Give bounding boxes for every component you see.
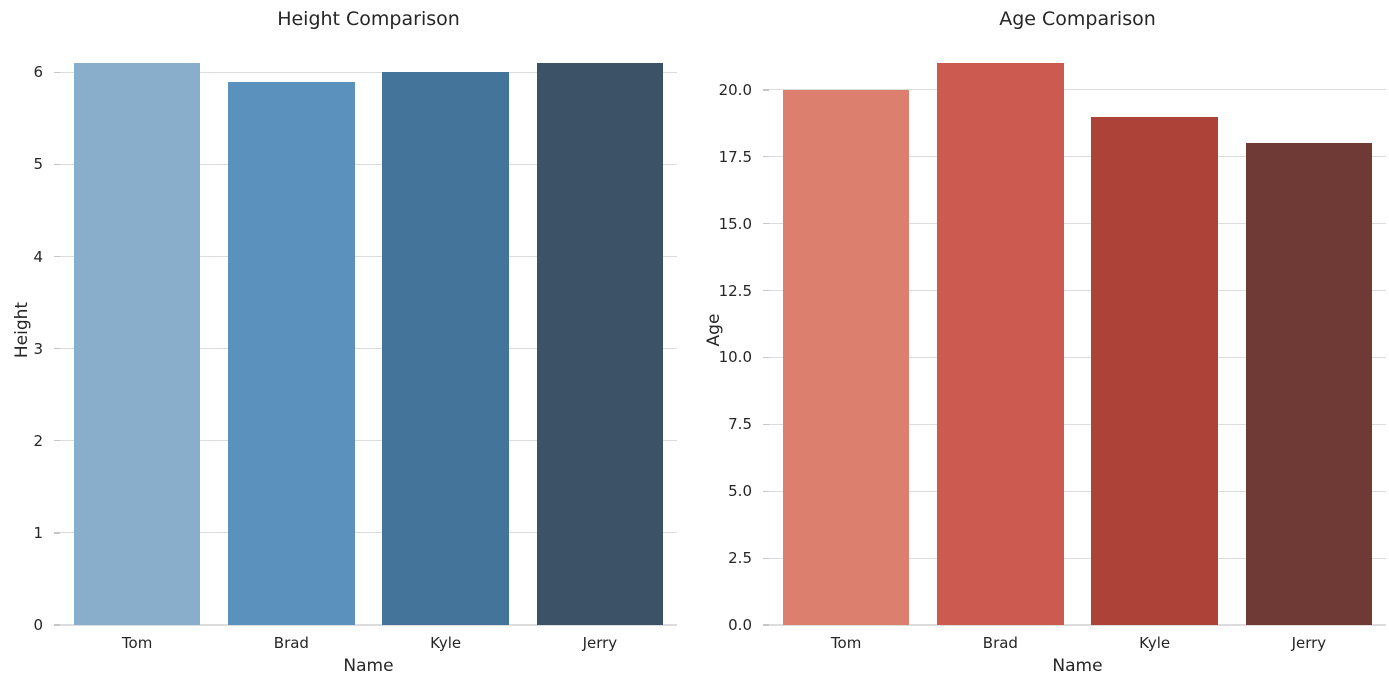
y-tick-label: 12.5 [718, 281, 752, 300]
y-tick-label: 20.0 [718, 80, 752, 99]
y-tick-label: 0 [33, 616, 43, 634]
x-axis-label: Name [343, 656, 394, 676]
gridline [769, 624, 1386, 626]
y-tick-mark [54, 532, 60, 534]
x-tick-label-kyle: Kyle [1139, 634, 1171, 652]
bar-tom [782, 89, 910, 625]
gridline [60, 71, 677, 73]
gridline [60, 532, 677, 534]
gridline [60, 440, 677, 442]
bar-brad [937, 63, 1064, 625]
bar-brad [228, 81, 355, 625]
y-tick-label: 2 [33, 431, 43, 450]
y-tick-mark [763, 89, 769, 91]
y-tick-label: 5.0 [728, 482, 752, 501]
y-tick-label: 4 [33, 247, 43, 266]
y-tick-mark [763, 423, 769, 426]
y-tick-mark [763, 289, 769, 292]
y-tick-label: 5 [33, 155, 43, 174]
chart-title: Age Comparison [999, 8, 1156, 30]
y-tick-label: 17.5 [718, 147, 752, 166]
x-tick-label-kyle: Kyle [430, 634, 462, 652]
bar-kyle [382, 72, 509, 625]
gridline [769, 423, 1386, 425]
gridline [60, 163, 677, 165]
x-tick-label-tom: Tom [121, 634, 153, 652]
gridline [769, 490, 1386, 492]
x-axis-label: Name [1052, 656, 1103, 676]
gridline [60, 348, 677, 350]
y-axis-label: Height [12, 301, 32, 359]
gridline [60, 255, 677, 258]
y-tick-label: 1 [33, 523, 43, 542]
y-tick-mark [763, 624, 769, 626]
bar-kyle [1091, 116, 1218, 625]
y-tick-mark [763, 557, 769, 559]
bar-jerry [536, 63, 664, 625]
y-tick-mark [54, 71, 60, 73]
y-tick-mark [54, 255, 60, 258]
x-tick-label-jerry: Jerry [582, 634, 618, 652]
y-axis-label: Age [704, 313, 724, 347]
gridline [769, 156, 1386, 158]
y-tick-label: 2.5 [728, 549, 752, 568]
y-tick-mark [54, 348, 60, 350]
y-tick-label: 7.5 [728, 415, 752, 434]
y-tick-label: 6 [33, 63, 43, 82]
y-tick-label: 10.0 [718, 348, 752, 367]
y-tick-label: 3 [33, 339, 43, 358]
y-tick-mark [763, 356, 769, 359]
y-tick-mark [54, 440, 60, 442]
x-tick-label-brad: Brad [982, 634, 1018, 652]
y-tick-mark [763, 223, 769, 225]
y-tick-mark [763, 156, 769, 158]
gridline [769, 289, 1386, 292]
y-tick-mark [763, 490, 769, 492]
y-tick-mark [54, 624, 60, 626]
bar-jerry [1245, 143, 1373, 625]
chart-title: Height Comparison [277, 8, 460, 30]
gridline [60, 624, 677, 626]
y-tick-label: 0.0 [728, 616, 752, 634]
bar-tom [73, 63, 201, 625]
gridline [769, 89, 1386, 91]
gridline [769, 557, 1386, 559]
y-tick-label: 15.0 [718, 214, 752, 233]
gridline [769, 356, 1386, 358]
x-tick-label-brad: Brad [273, 634, 309, 652]
x-tick-label-tom: Tom [830, 634, 862, 652]
gridline [769, 223, 1386, 225]
y-tick-mark [54, 163, 60, 166]
x-tick-label-jerry: Jerry [1291, 634, 1327, 652]
